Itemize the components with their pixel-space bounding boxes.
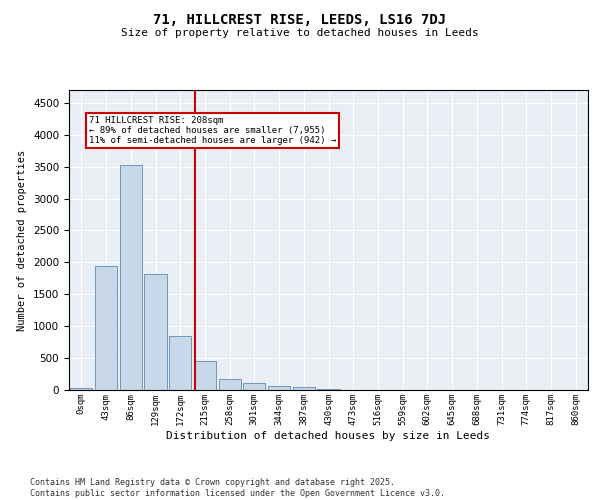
Y-axis label: Number of detached properties: Number of detached properties — [17, 150, 28, 330]
Bar — [119, 166, 142, 390]
X-axis label: Distribution of detached houses by size in Leeds: Distribution of detached houses by size … — [167, 430, 491, 440]
Bar — [95, 266, 117, 390]
Bar — [243, 384, 265, 390]
Text: 71, HILLCREST RISE, LEEDS, LS16 7DJ: 71, HILLCREST RISE, LEEDS, LS16 7DJ — [154, 12, 446, 26]
Text: Size of property relative to detached houses in Leeds: Size of property relative to detached ho… — [121, 28, 479, 38]
Bar — [145, 274, 167, 390]
Bar — [194, 362, 216, 390]
Bar — [218, 379, 241, 390]
Bar — [70, 388, 92, 390]
Bar — [268, 386, 290, 390]
Text: Contains HM Land Registry data © Crown copyright and database right 2025.
Contai: Contains HM Land Registry data © Crown c… — [30, 478, 445, 498]
Text: 71 HILLCREST RISE: 208sqm
← 89% of detached houses are smaller (7,955)
11% of se: 71 HILLCREST RISE: 208sqm ← 89% of detac… — [89, 116, 336, 146]
Bar — [169, 336, 191, 390]
Bar — [293, 388, 315, 390]
